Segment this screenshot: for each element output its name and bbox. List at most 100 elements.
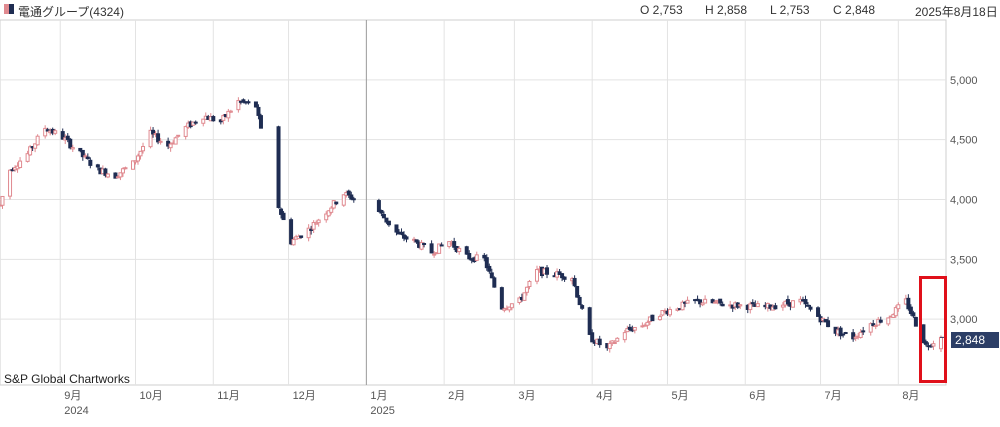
candle-body (422, 243, 427, 246)
candle-body (241, 99, 246, 103)
high-price: H 2,858 (705, 3, 748, 17)
candle-body (908, 306, 913, 315)
candle-body (439, 244, 444, 247)
candle-body (452, 241, 457, 248)
candle-body (341, 194, 346, 206)
open-price: O 2,753 (640, 3, 683, 17)
y-tick-label: 5,000 (950, 75, 978, 87)
candle-body (577, 296, 582, 306)
candle-body (414, 239, 419, 243)
candle-body (713, 301, 718, 304)
candle-body (105, 173, 110, 178)
candle-body (748, 303, 753, 311)
candle-body (650, 314, 655, 322)
candle-body (136, 155, 141, 162)
candle-body (384, 217, 389, 223)
candle-body (492, 277, 497, 288)
candle-body (773, 305, 778, 310)
candle-body (853, 336, 858, 339)
candle-body (482, 254, 487, 259)
candle-body (28, 146, 33, 156)
x-tick-label: 12月 (293, 390, 316, 402)
candle-body (258, 115, 263, 129)
candle-body (625, 328, 630, 333)
candle-body (575, 285, 580, 298)
x-tick-label: 1月 (370, 390, 387, 402)
candle-body (351, 198, 356, 201)
candle-body (130, 160, 135, 170)
candle-body (718, 298, 723, 304)
candle-body (838, 327, 843, 337)
candle-body (173, 137, 178, 145)
candle-body (118, 172, 123, 178)
candle-body (545, 267, 550, 275)
candle-body (667, 308, 672, 316)
candle-body (334, 201, 339, 205)
candle-body (527, 280, 532, 288)
candle-body (931, 343, 936, 347)
candle-body (803, 299, 808, 305)
candle-body (419, 242, 424, 250)
candle-body (868, 323, 873, 333)
candle-body (720, 303, 725, 307)
candle-body (236, 100, 241, 111)
candle-body (68, 138, 73, 149)
candle-body (35, 135, 40, 146)
watermark: S&P Global Chartworks (4, 372, 130, 386)
candle-body (8, 169, 13, 197)
candle-body (346, 190, 351, 196)
candle-body (489, 272, 494, 279)
candle-body (858, 331, 863, 338)
candle-body (399, 231, 404, 235)
candle-body (183, 126, 188, 137)
candle-body (632, 326, 637, 331)
candle-body (158, 140, 163, 143)
y-tick-label: 4,500 (950, 135, 978, 147)
candle-body (25, 153, 30, 162)
candle-body (507, 306, 512, 311)
candle-body (685, 299, 690, 304)
x-year-label: 2024 (64, 405, 88, 417)
candle-body (467, 253, 472, 260)
candle-body (141, 146, 146, 152)
plot-frame (0, 19, 947, 386)
candle-body (386, 220, 391, 226)
candle-body (878, 319, 883, 323)
candle-body (437, 243, 442, 254)
close-price: C 2,848 (833, 3, 876, 17)
candle-body (176, 134, 181, 137)
x-tick-label: 2月 (448, 390, 465, 402)
candle-body (429, 243, 434, 254)
candle-body (168, 143, 173, 149)
candle-body (80, 149, 85, 158)
candle-body (379, 209, 384, 214)
candle-body (487, 265, 492, 272)
candle-body (376, 200, 381, 213)
candle-body (60, 131, 65, 140)
candle-body (306, 227, 311, 239)
candle-body (464, 246, 469, 255)
candle-body (70, 147, 75, 150)
candle-body (53, 130, 58, 134)
candle-body (660, 310, 665, 316)
candle-body (228, 110, 233, 113)
low-price: L 2,753 (770, 3, 810, 17)
x-year-label: 2025 (370, 405, 394, 417)
candle-body (314, 222, 319, 225)
candle-body (524, 286, 529, 293)
candle-body (256, 106, 261, 116)
candle-body (627, 326, 632, 330)
candle-body (299, 235, 304, 238)
candle-body (201, 118, 206, 124)
candle-body (896, 304, 901, 310)
candle-body (18, 160, 23, 169)
candle-body (913, 316, 918, 327)
candle-body (906, 297, 911, 310)
candle-body (893, 307, 898, 317)
candle-body (85, 156, 90, 160)
candle-body (808, 306, 813, 310)
candle-body (826, 320, 831, 328)
candle-body (381, 214, 386, 219)
candle-body (700, 302, 705, 306)
